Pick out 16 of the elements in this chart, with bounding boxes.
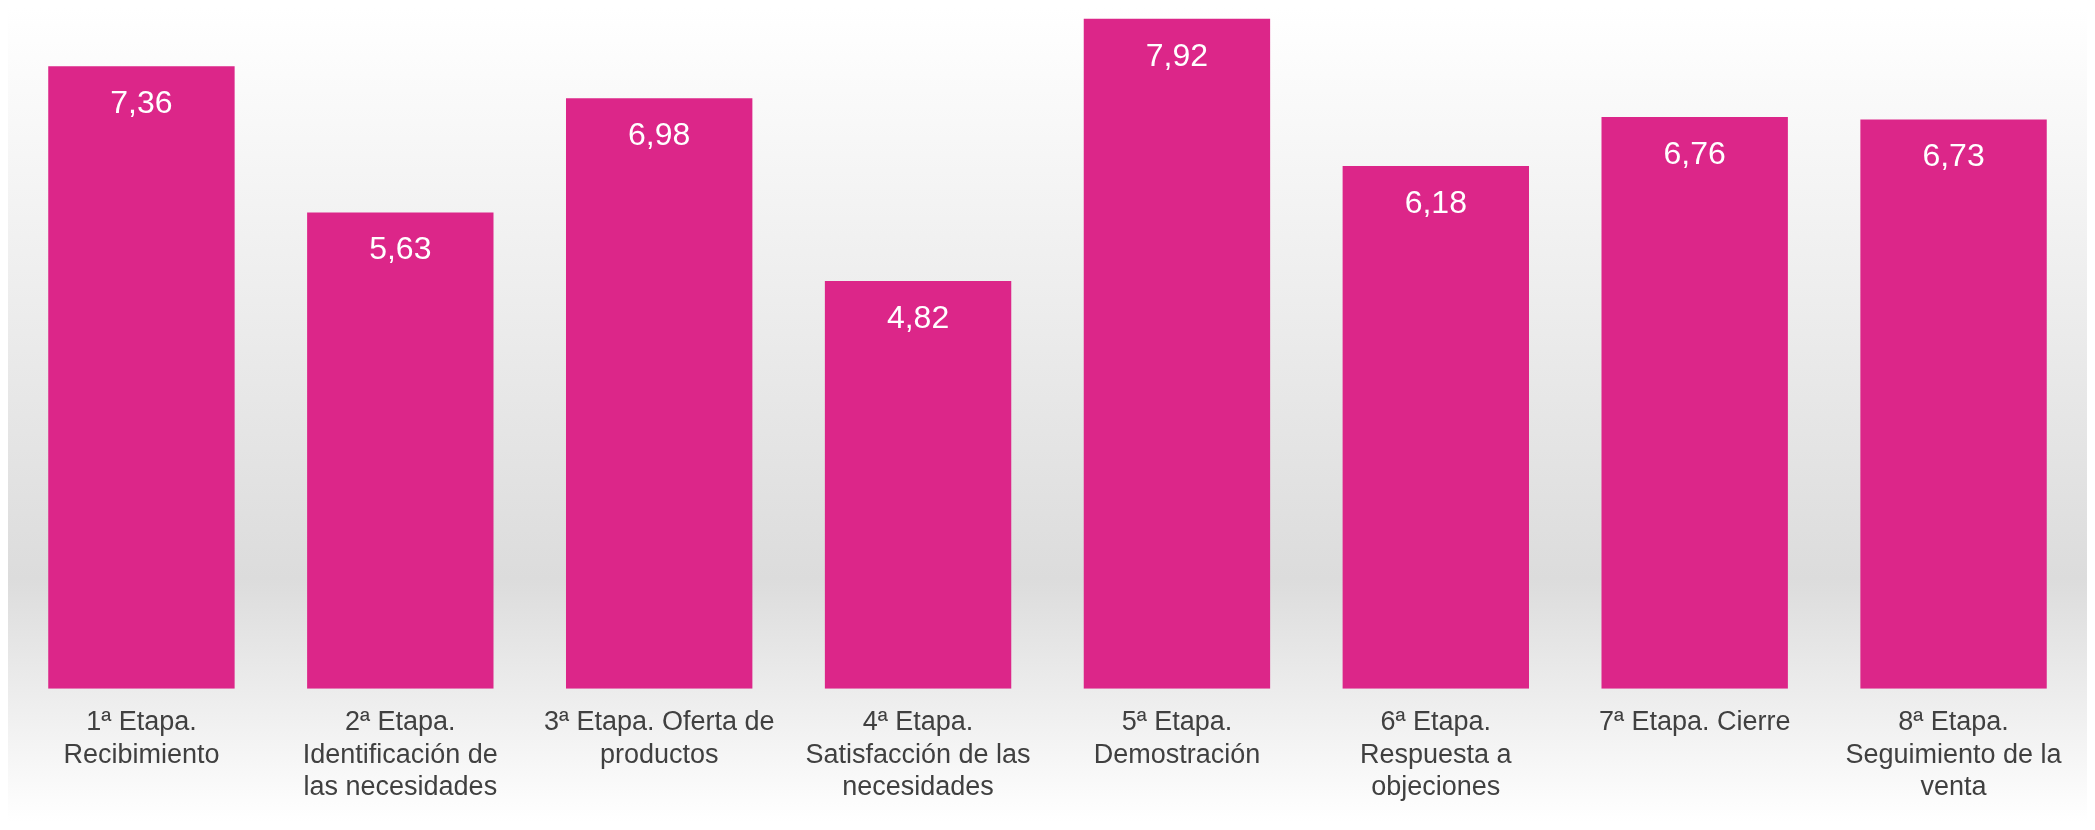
x-tick-label: 2ª Etapa. Identificación de las necesidades [302,706,498,802]
x-tick-label: 1ª Etapa. Recibimiento [63,706,220,769]
data-label: 6,18 [1404,183,1467,220]
x-tick-label: 3ª Etapa. Oferta de productos [543,706,775,769]
data-label: 5,63 [369,230,432,267]
data-label: 6,76 [1663,134,1726,171]
x-tick-label: 5ª Etapa. Demostración [1093,706,1261,769]
data-label: 7,36 [110,83,173,120]
data-label: 6,73 [1922,137,1985,174]
x-tick-label: 8ª Etapa. Seguimiento de la venta [1845,706,2063,802]
data-label: 7,92 [1145,36,1209,73]
x-tick-label: 7ª Etapa. Cierre [1598,706,1791,737]
data-label: 4,82 [886,298,950,335]
x-tick-label: 6ª Etapa. Respuesta a objeciones [1360,706,1513,802]
x-tick-label: 4ª Etapa. Satisfacción de las necesidades [805,706,1031,802]
data-label: 6,98 [628,116,691,153]
